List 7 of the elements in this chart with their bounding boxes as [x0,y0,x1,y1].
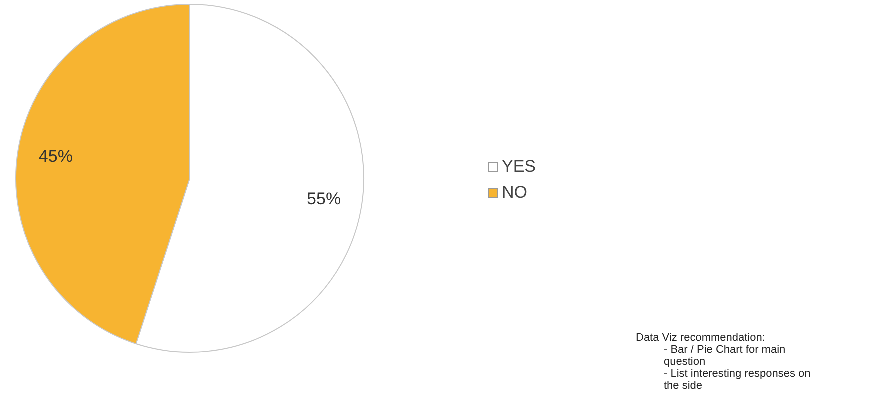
data-label: 55% [307,189,342,208]
text: - List interesting responses on the side [664,368,812,392]
text: - Bar / Pie Chart for main question [664,344,787,368]
legend-label: NO [502,183,528,203]
text: Data Viz recommendation: [636,332,766,344]
data-label: 45% [38,146,73,166]
slice-label: YES [502,157,536,177]
